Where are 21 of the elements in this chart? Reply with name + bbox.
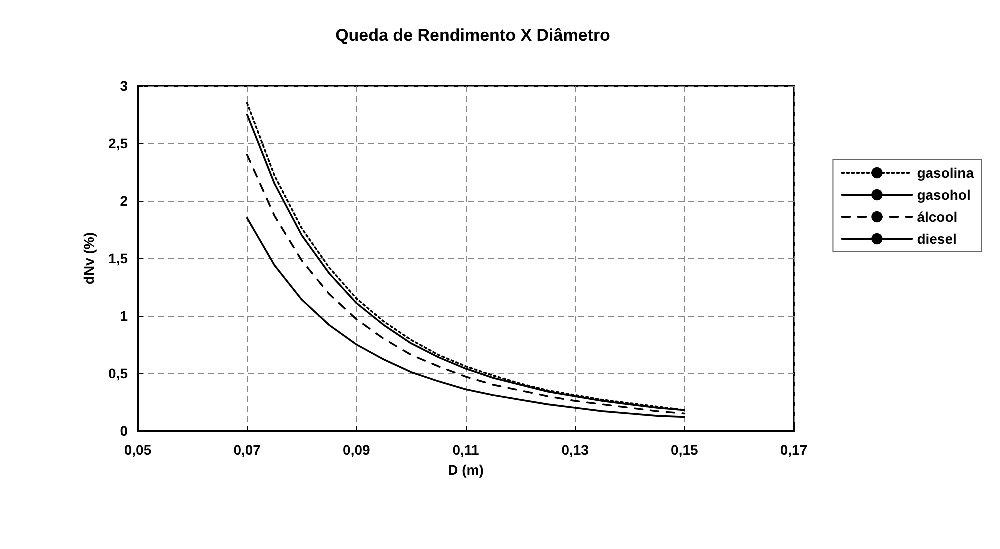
x-tick-label: 0,17	[780, 442, 808, 458]
x-tick-label: 0,15	[671, 442, 699, 458]
chart-title: Queda de Rendimento X Diâmetro	[336, 26, 610, 45]
legend-label: diesel	[917, 231, 957, 247]
x-tick-label: 0,07	[234, 442, 262, 458]
legend-label: gasohol	[917, 187, 971, 203]
legend-label: álcool	[917, 209, 958, 225]
x-tick-label: 0,13	[562, 442, 590, 458]
y-tick-label: 2,5	[108, 136, 128, 152]
y-axis-title: dNv (%)	[81, 232, 97, 285]
y-tick-label: 3	[120, 78, 128, 94]
y-tick-label: 1,5	[108, 250, 128, 266]
x-axis-title: D (m)	[448, 462, 484, 478]
y-tick-label: 0,5	[108, 366, 128, 382]
x-tick-label: 0,05	[124, 442, 152, 458]
x-tick-label: 0,11	[452, 442, 480, 458]
legend-label: gasolina	[917, 165, 974, 181]
x-tick-label: 0,09	[343, 442, 371, 458]
y-tick-label: 0	[120, 423, 128, 439]
y-tick-label: 1	[120, 308, 128, 324]
y-tick-label: 2	[120, 193, 128, 209]
